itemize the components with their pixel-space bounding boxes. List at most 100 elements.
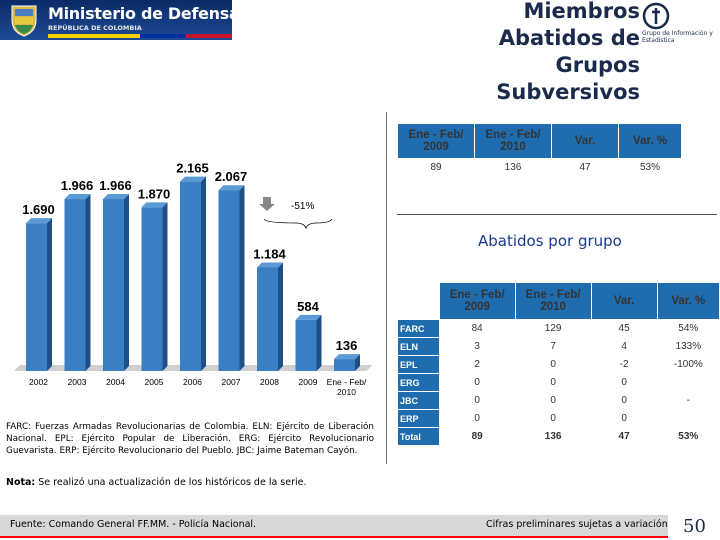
group-cell: 47 xyxy=(590,427,658,446)
annotation-label: -51% xyxy=(291,201,314,212)
group-cell xyxy=(656,409,720,428)
x-tick-label: 2004 xyxy=(106,377,125,387)
bar-side xyxy=(85,194,91,371)
group-cell: -2 xyxy=(590,355,658,374)
bar xyxy=(180,181,201,371)
summary-header-cell: Var. xyxy=(551,123,619,159)
group-cell xyxy=(656,373,720,392)
table-row: FARC 84 129 45 54% xyxy=(397,319,720,338)
bar-value-label: 584 xyxy=(297,299,319,314)
summary-cell: 47 xyxy=(551,158,619,176)
annotation-bracket xyxy=(263,218,333,230)
group-cell: 133% xyxy=(656,337,720,356)
group-header-cell: Ene - Feb/ 2010 xyxy=(514,282,592,320)
x-tick-label: 2005 xyxy=(145,377,164,387)
group-cell: 0 xyxy=(438,391,516,410)
bar xyxy=(26,223,47,371)
group-header-cell: Ene - Feb/ 2009 xyxy=(438,282,516,320)
bar xyxy=(295,319,317,371)
bar-value-label: 1.966 xyxy=(99,178,132,193)
bar xyxy=(103,199,124,371)
acronyms-footnote: FARC: Fuerzas Armadas Revolucionarias de… xyxy=(6,422,374,456)
group-label: ERG xyxy=(397,373,440,392)
bar-top xyxy=(26,218,52,224)
x-tick-label: 2002 xyxy=(29,377,48,387)
group-cell: 89 xyxy=(438,427,516,446)
gi-logo-icon xyxy=(642,2,670,30)
group-label: ERP xyxy=(397,409,440,428)
group-label: ELN xyxy=(397,337,440,356)
group-label: EPL xyxy=(397,355,440,374)
group-cell: 0 xyxy=(438,409,516,428)
group-cell: 3 xyxy=(438,337,516,356)
bar-side xyxy=(201,176,206,371)
group-cell: 0 xyxy=(514,373,592,392)
bar xyxy=(64,199,86,371)
bar xyxy=(141,207,163,371)
group-header-cell: Var. % xyxy=(656,282,720,320)
summary-header-cell: Var. % xyxy=(618,123,682,159)
group-label: FARC xyxy=(397,319,440,338)
bar-side xyxy=(316,314,322,371)
note: Nota: Se realizó una actualización de lo… xyxy=(6,477,307,488)
bar-top xyxy=(180,176,206,182)
group-cell: -100% xyxy=(656,355,720,374)
group-cell: 129 xyxy=(514,319,592,338)
bar-value-label: 1.690 xyxy=(22,202,55,217)
bar-side xyxy=(355,354,360,371)
bar-side xyxy=(162,202,168,371)
table-row: ERG 0 0 0 xyxy=(397,373,720,392)
group-cell: 0 xyxy=(514,391,592,410)
bar-value-label: 2.067 xyxy=(215,169,248,184)
slide-title: Miembros Abatidos de Grupos Subversivos xyxy=(496,0,640,104)
table-row: EPL 2 0 -2 -100% xyxy=(397,355,720,374)
bar-side xyxy=(278,262,283,371)
table-row: Total 89 136 47 53% xyxy=(397,427,720,446)
group-header-cell: Var. xyxy=(590,282,658,320)
group-cell: 0 xyxy=(514,409,592,428)
divider-horizontal xyxy=(397,214,717,215)
org-name: Ministerio de Defensa Nacional xyxy=(48,4,321,23)
bar-side xyxy=(124,194,129,371)
group-cell: 53% xyxy=(656,427,720,446)
bar xyxy=(218,190,240,371)
table-row: JBC 0 0 0- xyxy=(397,391,720,410)
group-label: Total xyxy=(397,427,440,446)
group-cell: 0 xyxy=(590,373,658,392)
bar-top xyxy=(257,262,283,268)
bar-top xyxy=(295,314,322,320)
group-table: Ene - Feb/ 2009 Ene - Feb/ 2010 Var. Var. %… xyxy=(397,282,720,446)
group-cell: 136 xyxy=(514,427,592,446)
group-cell: 0 xyxy=(590,409,658,428)
summary-cell: 89 xyxy=(397,158,475,176)
bar-value-label: 136 xyxy=(336,338,358,353)
group-header-cell xyxy=(397,282,440,320)
summary-table: Ene - Feb/ 2009 Ene - Feb/ 2010 Var. Var. %… xyxy=(397,123,682,176)
coat-of-arms-icon xyxy=(11,5,37,37)
table-row: ELN 3 7 4 133% xyxy=(397,337,720,356)
group-cell: - xyxy=(656,391,720,410)
x-tick-label: 2010 xyxy=(337,387,356,397)
group-cell: 0 xyxy=(590,391,658,410)
org-subtitle: REPÚBLICA DE COLOMBIA xyxy=(48,24,142,32)
group-cell: 7 xyxy=(514,337,592,356)
section-subtitle: Abatidos por grupo xyxy=(478,232,622,250)
group-cell: 2 xyxy=(438,355,516,374)
group-cell: 0 xyxy=(514,355,592,374)
bar-top xyxy=(141,202,168,208)
flag-stripe xyxy=(48,34,232,38)
bar-side xyxy=(47,218,52,371)
footer-line xyxy=(0,536,668,538)
group-cell: 54% xyxy=(656,319,720,338)
down-arrow-icon xyxy=(259,197,275,211)
bar xyxy=(334,359,355,371)
x-tick-label: 2009 xyxy=(299,377,318,387)
group-label: JBC xyxy=(397,391,440,410)
x-tick-label: 2008 xyxy=(260,377,279,387)
bar-side xyxy=(239,185,245,371)
summary-cell: 53% xyxy=(618,158,682,176)
table-row: ERP 0 0 0 xyxy=(397,409,720,428)
source-text: Fuente: Comando General FF.MM. - Policía… xyxy=(10,519,257,530)
bar-top xyxy=(218,185,245,191)
x-tick-label: 2007 xyxy=(222,377,241,387)
